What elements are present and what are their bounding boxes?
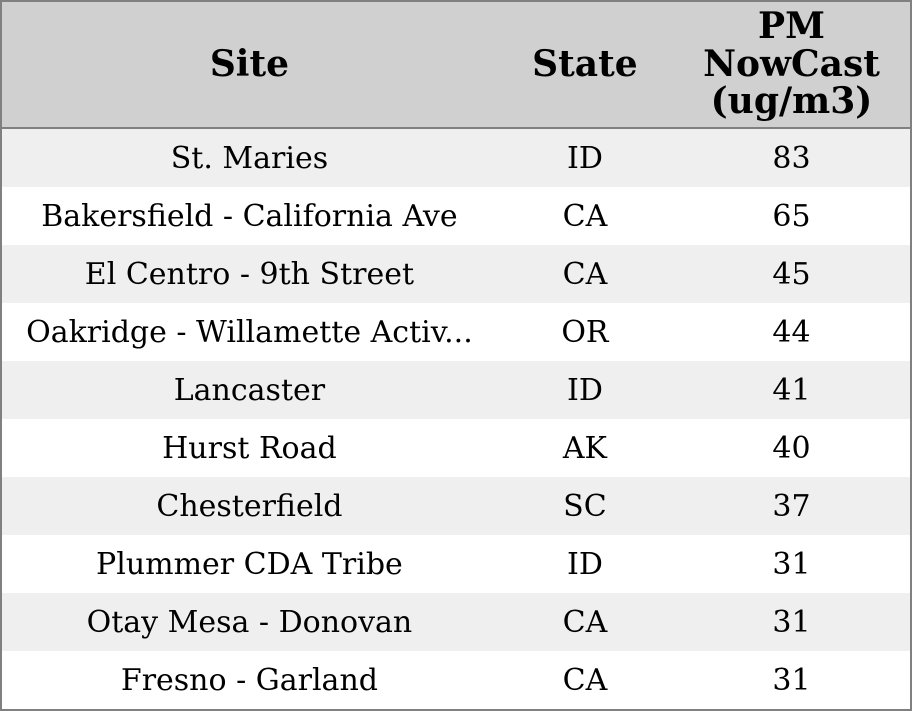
state-cell: CA	[562, 662, 608, 698]
site-cell: St. Maries	[170, 140, 329, 176]
site-cell: Oakridge - Willamette Activ...	[26, 314, 473, 350]
table-header: Site State PM NowCast (ug/m3)	[2, 2, 910, 129]
pm-nowcast-cell: 41	[772, 372, 811, 408]
table-row[interactable]: Bakersfield - California Ave CA 65	[2, 187, 910, 245]
site-cell: Fresno - Garland	[120, 662, 378, 698]
site-cell: Lancaster	[173, 372, 326, 408]
col-header-site: Site	[2, 2, 497, 129]
state-cell: CA	[562, 198, 608, 234]
table-row[interactable]: St. Maries ID 83	[2, 128, 910, 187]
col-header-pm-nowcast: PM NowCast (ug/m3)	[673, 2, 910, 129]
state-cell: ID	[566, 546, 603, 582]
state-cell: ID	[566, 372, 603, 408]
table-body: St. Maries ID 83 Bakersfield - Californi…	[2, 128, 910, 709]
table-row[interactable]: Oakridge - Willamette Activ... OR 44	[2, 303, 910, 361]
site-cell: El Centro - 9th Street	[84, 256, 415, 292]
pm-nowcast-cell: 65	[772, 198, 811, 234]
pm-nowcast-cell: 44	[772, 314, 811, 350]
table-row[interactable]: Plummer CDA Tribe ID 31	[2, 535, 910, 593]
table-row[interactable]: El Centro - 9th Street CA 45	[2, 245, 910, 303]
state-cell: ID	[566, 140, 603, 176]
pm-nowcast-cell: 31	[772, 546, 811, 582]
state-cell: OR	[561, 314, 609, 350]
table-row[interactable]: Chesterfield SC 37	[2, 477, 910, 535]
pm-nowcast-cell: 31	[772, 662, 811, 698]
state-cell: CA	[562, 256, 608, 292]
pm-nowcast-cell: 40	[772, 430, 811, 466]
col-header-state: State	[496, 2, 673, 129]
site-cell: Otay Mesa - Donovan	[86, 604, 413, 640]
table-row[interactable]: Otay Mesa - Donovan CA 31	[2, 593, 910, 651]
pm-nowcast-cell: 37	[772, 488, 811, 524]
table-row[interactable]: Fresno - Garland CA 31	[2, 651, 910, 709]
site-cell: Bakersfield - California Ave	[41, 198, 458, 234]
header-row: Site State PM NowCast (ug/m3)	[2, 2, 910, 129]
state-cell: AK	[562, 430, 607, 466]
table-row[interactable]: Hurst Road AK 40	[2, 419, 910, 477]
site-cell: Plummer CDA Tribe	[96, 546, 403, 582]
state-cell: SC	[563, 488, 607, 524]
pm-nowcast-cell: 83	[772, 140, 811, 176]
pm-nowcast-cell: 31	[772, 604, 811, 640]
pm-nowcast-cell: 45	[772, 256, 811, 292]
table-row[interactable]: Lancaster ID 41	[2, 361, 910, 419]
state-cell: CA	[562, 604, 608, 640]
site-cell: Hurst Road	[162, 430, 337, 466]
site-cell: Chesterfield	[156, 488, 343, 524]
